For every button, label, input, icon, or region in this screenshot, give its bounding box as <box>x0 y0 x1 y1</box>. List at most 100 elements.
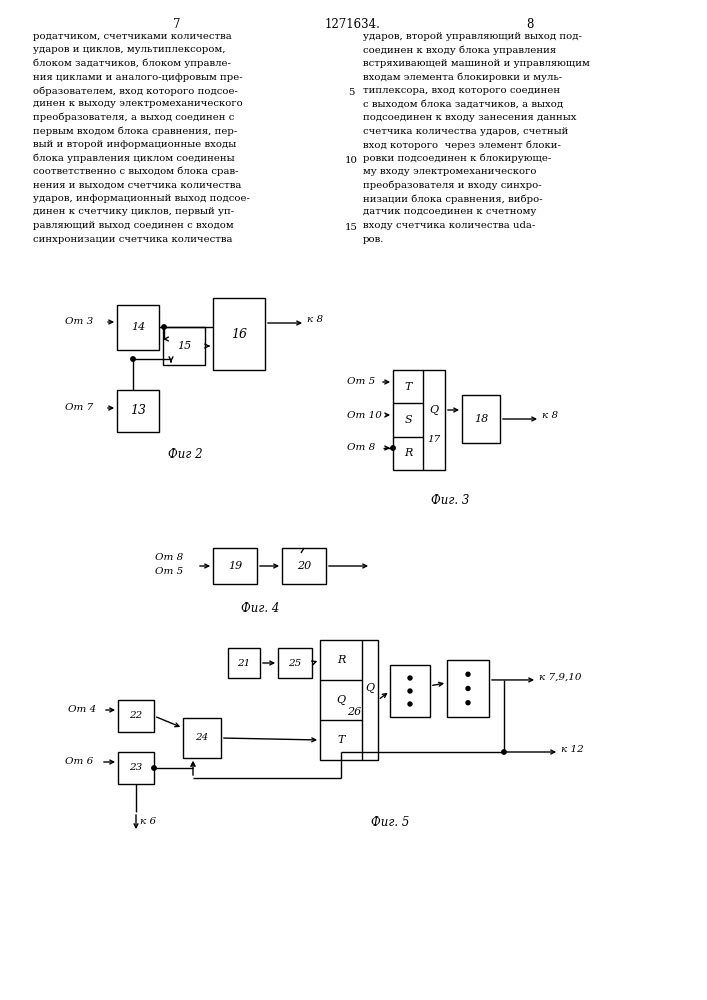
Text: 19: 19 <box>228 561 242 571</box>
Text: блоком задатчиков, блоком управле-: блоком задатчиков, блоком управле- <box>33 59 231 68</box>
Text: му входу электромеханического: му входу электромеханического <box>363 167 537 176</box>
Bar <box>228 648 260 678</box>
Text: вый и второй информационные входы: вый и второй информационные входы <box>33 140 236 149</box>
Text: 17: 17 <box>427 436 440 444</box>
Text: родатчиком, счетчиками количества: родатчиком, счетчиками количества <box>33 32 232 41</box>
Text: низации блока сравнения, вибро-: низации блока сравнения, вибро- <box>363 194 543 204</box>
Text: к 8: к 8 <box>307 316 323 324</box>
Text: образователем, вход которого подсое-: образователем, вход которого подсое- <box>33 86 238 96</box>
Text: 10: 10 <box>344 156 358 165</box>
Text: соответственно с выходом блока срав-: соответственно с выходом блока срав- <box>33 167 238 176</box>
Text: первым входом блока сравнения, пер-: первым входом блока сравнения, пер- <box>33 126 238 136</box>
Text: 26: 26 <box>347 707 361 717</box>
Text: входу счетчика количества uda-: входу счетчика количества uda- <box>363 221 535 230</box>
Bar <box>278 648 312 678</box>
Text: 15: 15 <box>177 341 191 351</box>
Text: T: T <box>404 382 411 392</box>
Text: 7: 7 <box>173 18 181 31</box>
Text: ударов, второй управляющий выход под-: ударов, второй управляющий выход под- <box>363 32 582 41</box>
Text: Фиг. 4: Фиг. 4 <box>241 601 279 614</box>
Bar <box>447 660 489 717</box>
Text: блока управления циклом соединены: блока управления циклом соединены <box>33 153 235 163</box>
Text: От 8: От 8 <box>347 444 375 452</box>
Text: T: T <box>337 735 345 745</box>
Text: преобразователя и входу синхро-: преобразователя и входу синхро- <box>363 180 542 190</box>
Text: синхронизации счетчика количества: синхронизации счетчика количества <box>33 234 233 243</box>
Text: ров.: ров. <box>363 234 385 243</box>
Text: типлексора, вход которого соединен: типлексора, вход которого соединен <box>363 86 560 95</box>
Text: преобразователя, а выход соединен с: преобразователя, а выход соединен с <box>33 113 235 122</box>
Text: R: R <box>337 655 345 665</box>
Text: От 6: От 6 <box>65 758 93 766</box>
Text: От 7: От 7 <box>65 403 93 412</box>
Text: От 8: От 8 <box>155 554 183 562</box>
Text: Фиг 2: Фиг 2 <box>168 448 202 462</box>
Text: Q: Q <box>429 405 438 415</box>
Bar <box>118 752 154 784</box>
Bar <box>163 327 205 365</box>
Bar <box>393 370 445 470</box>
Text: нения и выходом счетчика количества: нения и выходом счетчика количества <box>33 180 241 190</box>
Text: с выходом блока задатчиков, а выход: с выходом блока задатчиков, а выход <box>363 100 563 108</box>
Text: 18: 18 <box>474 414 488 424</box>
Bar <box>213 548 257 584</box>
Text: 5: 5 <box>348 88 354 97</box>
Text: 21: 21 <box>238 658 250 668</box>
Text: ровки подсоединен к блокирующе-: ровки подсоединен к блокирующе- <box>363 153 551 163</box>
Circle shape <box>408 676 412 680</box>
Text: динен к выходу электромеханического: динен к выходу электромеханического <box>33 100 243 108</box>
Bar <box>213 298 265 370</box>
Text: к 8: к 8 <box>542 412 558 420</box>
Text: S: S <box>404 415 411 425</box>
Text: ударов и циклов, мультиплексором,: ударов и циклов, мультиплексором, <box>33 45 226 54</box>
Text: 15: 15 <box>344 223 358 232</box>
Bar <box>320 640 378 760</box>
Text: динен к счетчику циклов, первый уп-: динен к счетчику циклов, первый уп- <box>33 208 234 217</box>
Circle shape <box>502 750 506 754</box>
Text: ния циклами и аналого-цифровым пре-: ния циклами и аналого-цифровым пре- <box>33 73 243 82</box>
Text: 14: 14 <box>131 322 145 332</box>
Text: 23: 23 <box>129 764 143 772</box>
Text: равляющий выход соединен с входом: равляющий выход соединен с входом <box>33 221 233 230</box>
Text: От 10: От 10 <box>347 410 382 420</box>
Text: От 5: От 5 <box>155 568 183 576</box>
Text: Фиг. 5: Фиг. 5 <box>370 816 409 828</box>
Text: к 6: к 6 <box>140 818 156 826</box>
Text: вход которого  через элемент блоки-: вход которого через элемент блоки- <box>363 140 561 149</box>
Text: Фиг. 3: Фиг. 3 <box>431 493 469 506</box>
Text: входам элемента блокировки и муль-: входам элемента блокировки и муль- <box>363 73 562 82</box>
Text: Q: Q <box>337 695 346 705</box>
Bar <box>117 305 159 350</box>
Text: Q: Q <box>366 683 375 693</box>
Text: встряхивающей машиной и управляющим: встряхивающей машиной и управляющим <box>363 59 590 68</box>
Text: 1271634.: 1271634. <box>325 18 381 31</box>
Circle shape <box>466 672 470 676</box>
Text: 16: 16 <box>231 328 247 340</box>
Bar <box>390 665 430 717</box>
Text: к 12: к 12 <box>561 744 584 754</box>
Text: От 5: От 5 <box>347 377 375 386</box>
Text: подсоединен к входу занесения данных: подсоединен к входу занесения данных <box>363 113 576 122</box>
Text: 8: 8 <box>526 18 534 31</box>
Text: ударов, информационный выход подсое-: ударов, информационный выход подсое- <box>33 194 250 203</box>
Circle shape <box>162 325 166 329</box>
Bar <box>282 548 326 584</box>
Bar <box>462 395 500 443</box>
Circle shape <box>408 702 412 706</box>
Circle shape <box>131 357 135 361</box>
Bar <box>118 700 154 732</box>
Circle shape <box>408 689 412 693</box>
Text: От 3: От 3 <box>65 318 93 326</box>
Circle shape <box>466 701 470 705</box>
Text: счетчика количества ударов, счетный: счетчика количества ударов, счетный <box>363 126 568 135</box>
Text: 22: 22 <box>129 712 143 720</box>
Text: 24: 24 <box>195 734 209 742</box>
Text: датчик подсоединен к счетному: датчик подсоединен к счетному <box>363 208 537 217</box>
Text: соединен к входу блока управления: соединен к входу блока управления <box>363 45 556 55</box>
Text: 20: 20 <box>297 561 311 571</box>
Text: к 7,9,10: к 7,9,10 <box>539 672 581 681</box>
Text: От 4: От 4 <box>68 706 96 714</box>
Text: 25: 25 <box>288 658 302 668</box>
Circle shape <box>466 686 470 690</box>
Bar <box>117 390 159 432</box>
